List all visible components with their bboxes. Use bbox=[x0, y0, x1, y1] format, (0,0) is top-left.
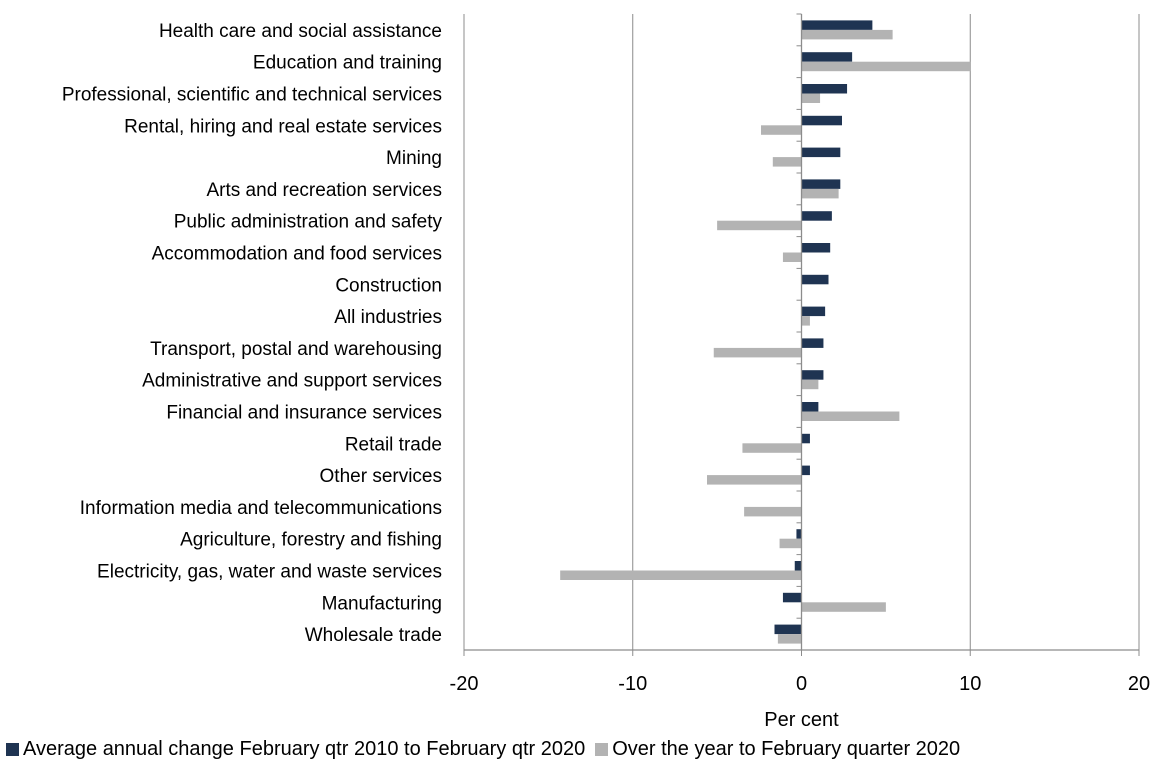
bar-series-1 bbox=[801, 402, 819, 412]
category-label: All industries bbox=[334, 307, 442, 328]
bar-series-2 bbox=[801, 93, 821, 103]
bar-series-2 bbox=[742, 443, 802, 453]
bar-series-1 bbox=[801, 147, 841, 158]
category-label: Public administration and safety bbox=[174, 212, 443, 233]
bar-series-1 bbox=[801, 370, 824, 380]
bar-series-1 bbox=[782, 592, 802, 603]
x-tick-label: 20 bbox=[1128, 673, 1150, 695]
bar-series-1 bbox=[801, 115, 842, 126]
bar-series-2 bbox=[801, 411, 900, 421]
bar-series-1 bbox=[801, 84, 848, 94]
legend: Average annual change February qtr 2010 … bbox=[6, 738, 970, 761]
bar-series-1 bbox=[794, 561, 802, 571]
category-label: Rental, hiring and real estate services bbox=[124, 116, 442, 137]
legend-item-series-1: Average annual change February qtr 2010 … bbox=[6, 738, 585, 761]
bar-series-2 bbox=[717, 220, 802, 231]
legend-label-series-2: Over the year to February quarter 2020 bbox=[612, 738, 961, 760]
bar-series-1 bbox=[801, 338, 824, 348]
category-label: Electricity, gas, water and waste servic… bbox=[97, 562, 442, 583]
category-label: Financial and insurance services bbox=[166, 403, 442, 424]
bar-series-2 bbox=[744, 506, 802, 517]
bar-series-2 bbox=[772, 157, 802, 167]
tick-labels: -20 -10 0 10 20 bbox=[450, 673, 1151, 695]
bar-series-2 bbox=[782, 252, 802, 262]
bar-series-1 bbox=[801, 179, 841, 189]
bar-series-1 bbox=[801, 20, 873, 30]
bar-series-1 bbox=[801, 211, 832, 221]
bar-series-2 bbox=[777, 634, 802, 644]
category-labels: Health care and social assistance Educati… bbox=[62, 21, 443, 646]
bar-series-1 bbox=[801, 274, 829, 285]
bar-series-2 bbox=[801, 379, 819, 390]
legend-swatch-series-2 bbox=[595, 743, 609, 756]
bars bbox=[560, 20, 971, 644]
bar-series-2 bbox=[707, 475, 802, 485]
category-label: Retail trade bbox=[345, 434, 442, 455]
category-label: Agriculture, forestry and fishing bbox=[180, 530, 442, 551]
bar-series-1 bbox=[801, 465, 810, 476]
legend-item-series-2: Over the year to February quarter 2020 bbox=[595, 738, 960, 761]
category-label: Manufacturing bbox=[322, 593, 442, 614]
bar-series-1 bbox=[801, 433, 810, 444]
category-label: Information media and telecommunications bbox=[80, 498, 442, 519]
category-label: Accommodation and food services bbox=[152, 244, 442, 265]
category-label: Wholesale trade bbox=[305, 625, 442, 646]
x-tick-label: 0 bbox=[796, 673, 807, 695]
bar-series-2 bbox=[761, 125, 802, 135]
bar-series-2 bbox=[713, 347, 802, 358]
bar-series-2 bbox=[801, 602, 886, 612]
bar-series-2 bbox=[560, 570, 802, 580]
axes bbox=[463, 13, 1140, 656]
category-label: Health care and social assistance bbox=[159, 21, 442, 42]
bar-series-1 bbox=[801, 52, 853, 62]
category-label: Transport, postal and warehousing bbox=[150, 339, 442, 360]
bar-series-1 bbox=[774, 624, 802, 635]
x-tick-label: 10 bbox=[959, 673, 981, 695]
legend-swatch-series-1 bbox=[6, 743, 19, 756]
category-label: Mining bbox=[386, 148, 442, 169]
bar-series-1 bbox=[801, 243, 831, 253]
bar-chart-svg: Health care and social assistance Educati… bbox=[62, 13, 1151, 731]
gridlines bbox=[463, 14, 1140, 650]
x-axis-title: Per cent bbox=[764, 709, 839, 731]
bar-series-2 bbox=[779, 538, 802, 549]
bar-series-1 bbox=[801, 306, 826, 317]
bar-series-2 bbox=[801, 29, 893, 40]
category-label: Other services bbox=[320, 466, 442, 487]
bar-series-1 bbox=[796, 529, 802, 539]
category-label: Arts and recreation services bbox=[207, 180, 443, 201]
legend-label-series-1: Average annual change February qtr 2010 … bbox=[23, 738, 586, 760]
category-label: Administrative and support services bbox=[142, 371, 442, 392]
category-label: Education and training bbox=[253, 53, 442, 74]
bar-series-2 bbox=[801, 316, 810, 326]
category-label: Professional, scientific and technical s… bbox=[62, 85, 442, 106]
bar-series-2 bbox=[801, 188, 839, 199]
x-tick-label: -20 bbox=[450, 673, 479, 695]
bar-series-2 bbox=[801, 61, 971, 72]
x-tick-label: -10 bbox=[618, 673, 647, 695]
category-label: Construction bbox=[335, 275, 442, 296]
